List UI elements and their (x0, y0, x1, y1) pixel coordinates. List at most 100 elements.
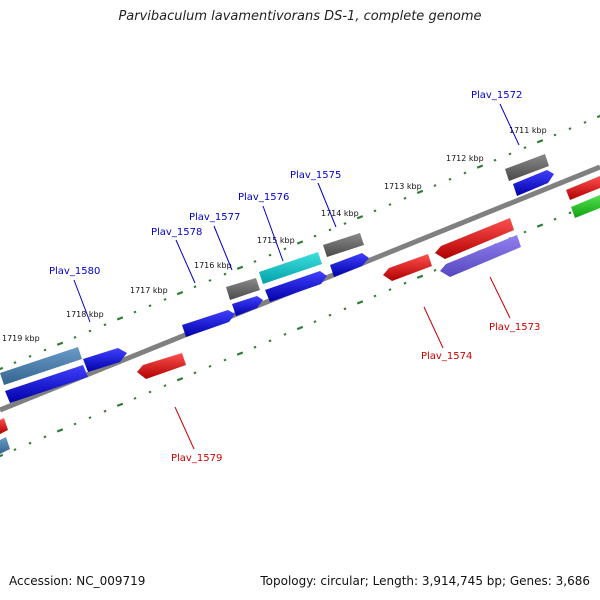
map-title: Parvibaculum lavamentivorans DS-1, compl… (118, 9, 482, 24)
gene-arrow[interactable] (83, 348, 127, 372)
gene-arrow-plav-1575[interactable] (323, 233, 364, 257)
gene-label-plav-1576[interactable]: Plav_1576 (238, 192, 289, 203)
leader-line (317, 182, 337, 228)
gene-arrow[interactable] (571, 195, 600, 218)
scale-tick (373, 294, 377, 298)
scale-tick (13, 361, 17, 365)
scale-tick (236, 265, 244, 270)
leader-line (174, 406, 195, 450)
scale-tick (28, 441, 32, 445)
gene-label-plav-1574[interactable]: Plav_1574 (421, 351, 472, 362)
scale-tick (28, 354, 32, 358)
scale-tick (13, 448, 17, 452)
scale-tick (103, 409, 107, 413)
scale-tick (133, 310, 137, 314)
scale-tick (163, 298, 167, 301)
scale-tick (223, 358, 227, 362)
scale-tick (476, 164, 484, 169)
gene-arrow[interactable] (330, 253, 369, 277)
gene-arrow-plav-1572[interactable] (505, 154, 549, 181)
scale-tick (43, 348, 47, 352)
scale-tick (313, 320, 317, 324)
scale-tick (176, 377, 184, 382)
scale-tick (583, 120, 587, 124)
gene-arrow[interactable] (0, 347, 82, 385)
scale-tick (356, 215, 364, 220)
leader-line (489, 276, 511, 319)
gene-arrow-plav-1579[interactable] (137, 353, 186, 379)
gene-label-plav-1572[interactable]: Plav_1572 (471, 90, 522, 101)
gene-arrow[interactable] (566, 176, 600, 200)
gene-label-plav-1580[interactable]: Plav_1580 (49, 266, 100, 277)
scale-tick (148, 304, 152, 308)
scale-tick (403, 196, 407, 200)
gene-label-plav-1578[interactable]: Plav_1578 (151, 227, 202, 238)
scale-label: 1718 kbp (66, 310, 104, 319)
leader-line (423, 306, 444, 349)
scale-tick (373, 209, 377, 213)
scale-tick (88, 329, 92, 333)
gene-arrow-plav-1574[interactable] (383, 254, 432, 281)
scale-tick (596, 114, 600, 119)
leader-line (499, 103, 520, 146)
scale-label: 1717 kbp (130, 286, 168, 295)
scale-tick (133, 396, 137, 400)
scale-tick (356, 300, 364, 305)
gene-label-plav-1577[interactable]: Plav_1577 (189, 212, 240, 223)
scale-tick (343, 222, 347, 225)
scale-tick (283, 332, 287, 336)
scale-tick (193, 285, 197, 289)
gene-arrow[interactable] (513, 170, 554, 196)
gene-label-plav-1579[interactable]: Plav_1579 (171, 453, 222, 464)
scale-tick (448, 177, 452, 181)
gene-arrow-plav-1573[interactable] (440, 235, 521, 277)
gene-label-plav-1575[interactable]: Plav_1575 (290, 170, 341, 181)
gene-arrow-plav-1576[interactable] (259, 252, 322, 284)
scale-tick (328, 228, 332, 232)
scale-tick (208, 279, 212, 282)
scale-tick (343, 307, 347, 311)
scale-label: 1719 kbp (2, 334, 40, 343)
scale-tick (433, 184, 437, 187)
leader-line (262, 205, 284, 262)
scale-tick (103, 323, 107, 327)
scale-label: 1713 kbp (384, 182, 422, 191)
scale-label: 1711 kbp (509, 126, 547, 135)
scale-tick (463, 171, 467, 175)
scale-tick (148, 390, 152, 394)
scale-tick (253, 345, 257, 349)
scale-tick (268, 253, 272, 257)
leader-line (213, 225, 233, 271)
scale-tick (328, 313, 332, 317)
scale-tick (508, 152, 512, 156)
scale-tick (253, 260, 257, 263)
gene-arrow-plav-1577[interactable] (226, 278, 260, 300)
gene-arrow[interactable] (0, 418, 8, 434)
scale-tick (0, 366, 4, 371)
scale-tick (553, 133, 557, 137)
gene-arrow[interactable] (265, 271, 327, 302)
scale-tick (283, 247, 287, 251)
scale-tick (163, 384, 167, 388)
scale-tick (296, 325, 304, 331)
gene-arrow[interactable] (0, 437, 10, 454)
scale-tick (268, 339, 272, 343)
scale-label: 1716 kbp (194, 261, 232, 270)
scale-tick (536, 223, 544, 228)
scale-tick (56, 341, 64, 346)
scale-tick (536, 139, 544, 144)
gene-label-plav-1573[interactable]: Plav_1573 (489, 322, 540, 333)
leader-line (175, 239, 196, 284)
scale-tick (56, 428, 64, 433)
gene-arrow[interactable] (435, 218, 514, 259)
scale-tick (568, 211, 572, 215)
gene-arrow[interactable] (5, 365, 88, 403)
scale-tick (416, 274, 424, 279)
scale-tick (553, 217, 557, 221)
scale-tick (208, 364, 212, 368)
scale-tick (176, 290, 184, 296)
scale-tick (43, 435, 47, 439)
gene-arrow[interactable] (232, 296, 263, 316)
scale-tick (193, 371, 197, 375)
gene-arrow-plav-1578[interactable] (182, 310, 235, 337)
